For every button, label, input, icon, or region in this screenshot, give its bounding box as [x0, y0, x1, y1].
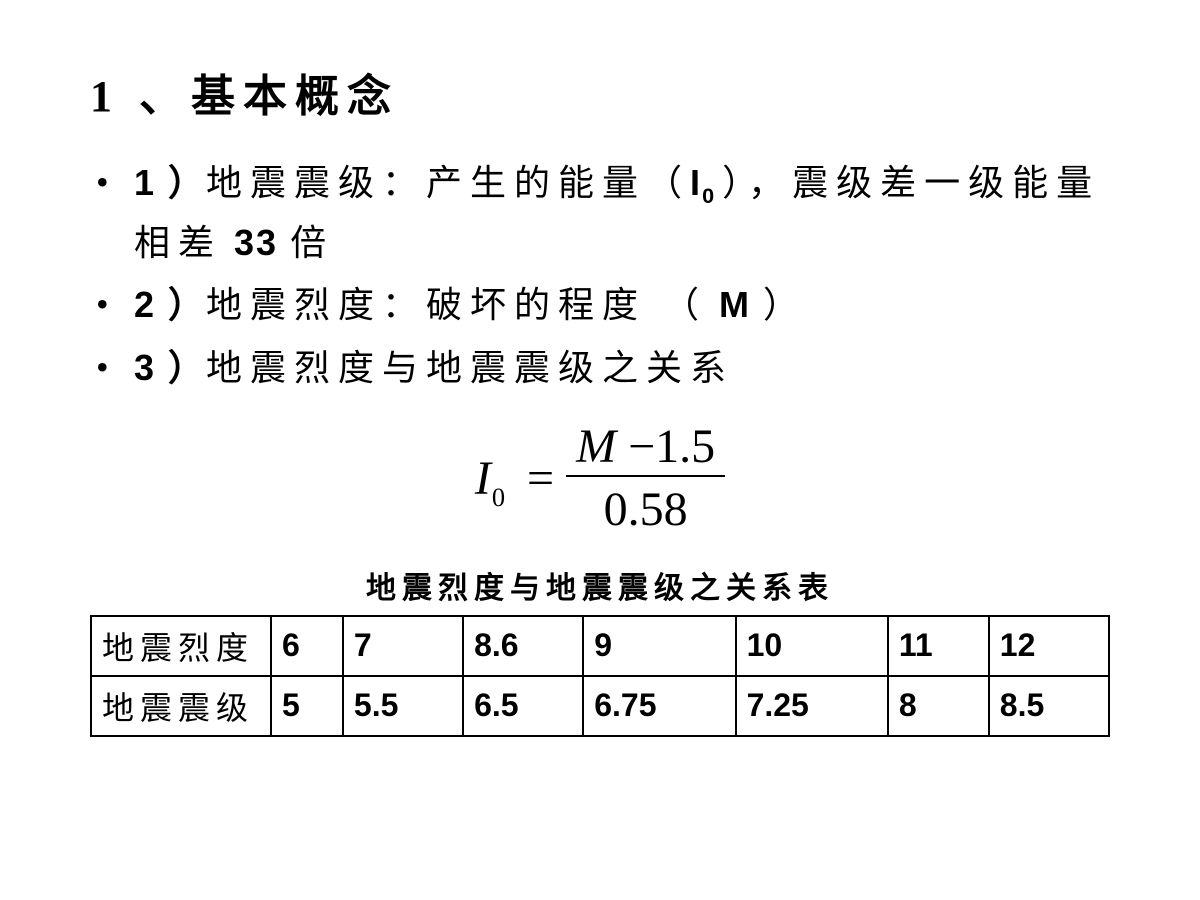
bullet-list: 1 ）地震震级：产生的能量（I0），震级差一级能量相差 33 倍 2 ）地震烈度…: [90, 154, 1110, 398]
formula-numerator-var: M: [576, 420, 616, 473]
table-caption: 地震烈度与地震震级之关系表: [90, 563, 1110, 607]
table-cell: 5.5: [343, 676, 463, 736]
table-cell: 7.25: [736, 676, 888, 736]
formula-lhs-sub: 0: [492, 482, 505, 513]
bullet-3-text: 地震烈度与地震震级之关系: [206, 348, 734, 388]
table-row: 地震烈度 6 7 8.6 9 10 11 12: [91, 616, 1109, 676]
formula-denominator: 0.58: [594, 477, 698, 539]
table-cell: 8: [888, 676, 989, 736]
bullet-2-var: M: [707, 284, 763, 325]
row-header-magnitude: 地震震级: [91, 676, 271, 736]
table-cell: 8.6: [463, 616, 583, 676]
formula-fraction: M −1.5 0.58: [566, 418, 725, 539]
formula-container: I 0 = M −1.5 0.58: [90, 418, 1110, 539]
bullet-1-sub: 0: [702, 183, 722, 208]
table-cell: 10: [736, 616, 888, 676]
bullet-item-1: 1 ）地震震级：产生的能量（I0），震级差一级能量相差 33 倍: [90, 154, 1110, 272]
bullet-1-num: 33: [222, 222, 290, 263]
bullet-2-text-a: 地震烈度：破坏的程度 （: [206, 285, 707, 325]
bullet-3-prefix: 3 ）: [134, 347, 206, 388]
table-cell: 11: [888, 616, 989, 676]
bullet-1-text-a: 地震震级：产生的能量（: [206, 163, 690, 203]
formula-lhs-var: I: [475, 451, 491, 506]
table-cell: 5: [271, 676, 343, 736]
relation-table: 地震烈度 6 7 8.6 9 10 11 12 地震震级 5 5.5 6.5 6…: [90, 615, 1110, 737]
formula: I 0 = M −1.5 0.58: [475, 418, 725, 539]
bullet-2-text-b: ）: [763, 285, 807, 325]
table-cell: 7: [343, 616, 463, 676]
bullet-2-prefix: 2 ）: [134, 284, 206, 325]
bullet-1-var: I: [690, 162, 702, 203]
bullet-item-2: 2 ）地震烈度：破坏的程度 （ M ）: [90, 276, 1110, 335]
formula-numerator-rest: −1.5: [616, 420, 715, 473]
bullet-1-prefix: 1 ）: [134, 162, 206, 203]
section-heading: 1 、基本概念: [90, 60, 1110, 124]
table-cell: 6: [271, 616, 343, 676]
bullet-1-text-c: 倍: [290, 223, 334, 263]
row-header-intensity: 地震烈度: [91, 616, 271, 676]
table-cell: 6.75: [583, 676, 735, 736]
bullet-item-3: 3 ）地震烈度与地震震级之关系: [90, 339, 1110, 398]
formula-lhs: I 0: [475, 451, 515, 506]
table-cell: 12: [989, 616, 1109, 676]
table-row: 地震震级 5 5.5 6.5 6.75 7.25 8 8.5: [91, 676, 1109, 736]
table-cell: 8.5: [989, 676, 1109, 736]
table-cell: 6.5: [463, 676, 583, 736]
table-cell: 9: [583, 616, 735, 676]
formula-numerator: M −1.5: [566, 418, 725, 478]
formula-eq: =: [527, 451, 554, 506]
